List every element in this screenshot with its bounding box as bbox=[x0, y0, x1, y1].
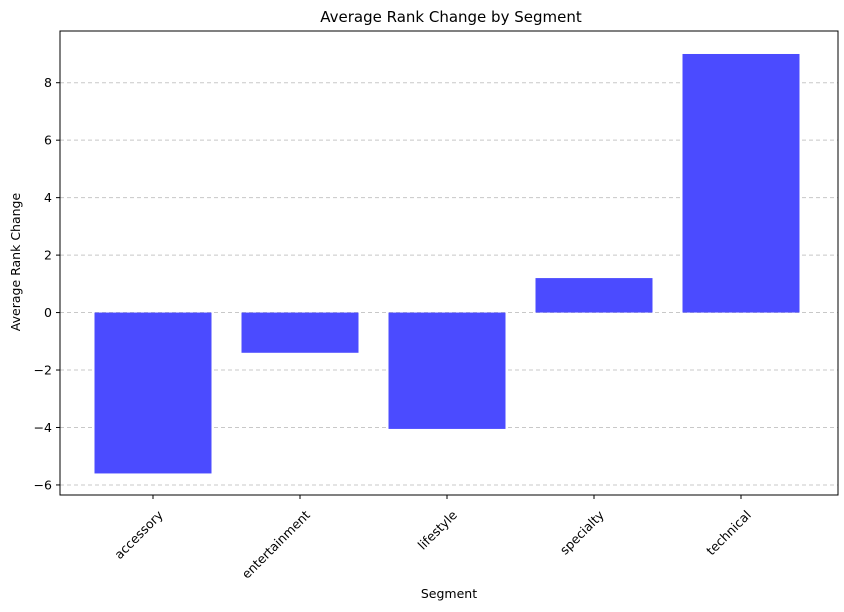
bar-specialty bbox=[535, 278, 653, 313]
chart-title: Average Rank Change by Segment bbox=[320, 8, 582, 26]
x-tick-label: technical bbox=[703, 507, 754, 558]
bar-entertainment bbox=[241, 312, 359, 353]
x-tick-label: entertainment bbox=[239, 507, 313, 581]
y-tick-label: −4 bbox=[34, 420, 52, 435]
y-tick-label: 8 bbox=[44, 75, 52, 90]
x-tick-label: specialty bbox=[557, 507, 608, 558]
plot-frame bbox=[59, 30, 839, 496]
y-tick-label: 2 bbox=[44, 248, 52, 263]
y-tick-label: 6 bbox=[44, 133, 52, 148]
y-tick-label: 0 bbox=[44, 305, 52, 320]
y-tick-label: −2 bbox=[34, 363, 52, 378]
x-axis-title: Segment bbox=[421, 586, 477, 601]
bar-lifestyle bbox=[388, 312, 506, 429]
bars-layer bbox=[94, 53, 800, 474]
bar-accessory bbox=[94, 312, 212, 474]
y-axis-title: Average Rank Change bbox=[8, 193, 23, 332]
x-axis: accessory entertainment lifestyle specialty… bbox=[111, 495, 754, 582]
y-tick-label: −6 bbox=[34, 477, 52, 492]
y-axis: −6 −4 −2 0 2 4 6 8 bbox=[34, 75, 60, 492]
bar-technical bbox=[682, 53, 800, 313]
x-tick-label: accessory bbox=[111, 507, 166, 562]
y-tick-label: 4 bbox=[44, 190, 52, 205]
x-tick-label: lifestyle bbox=[415, 507, 460, 552]
